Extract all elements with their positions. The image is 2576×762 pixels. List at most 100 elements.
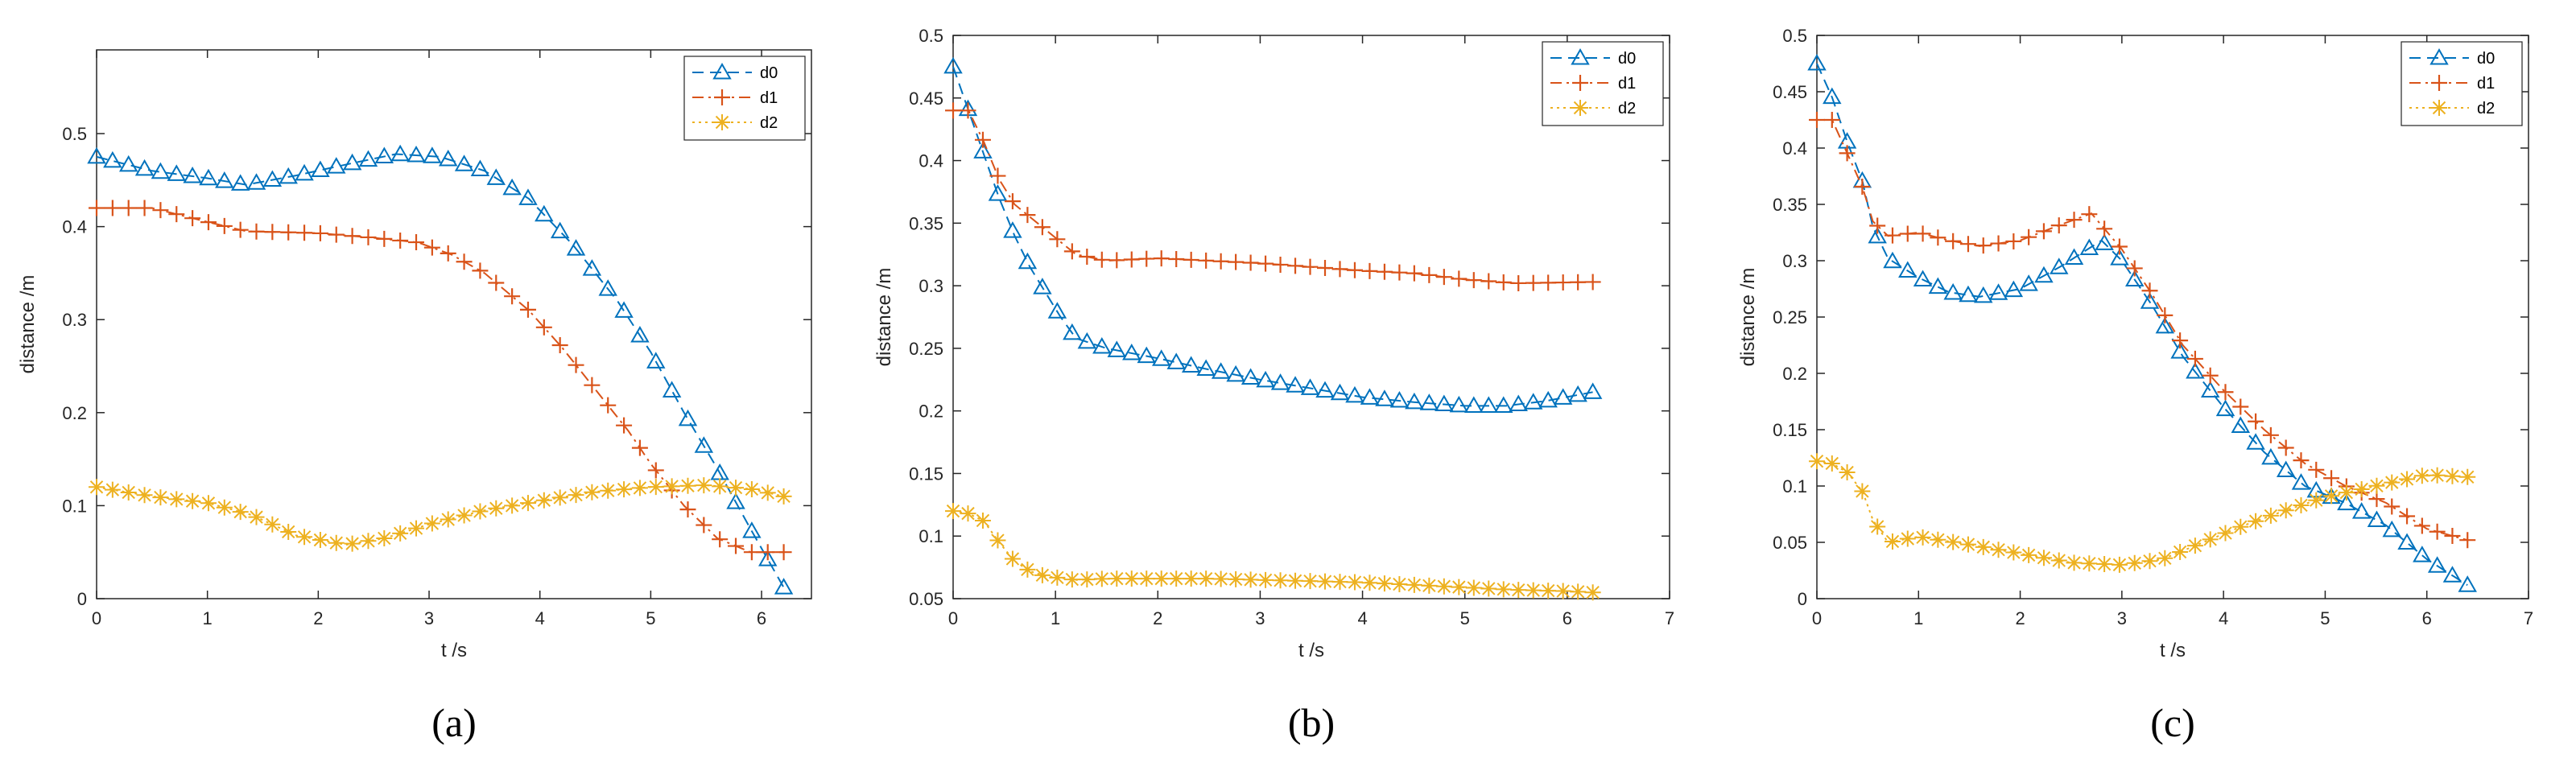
marker-d2-a-0 <box>89 479 105 496</box>
legend-b: d0 d1 d2 <box>1542 41 1664 126</box>
x-axis-label-a: t /s <box>441 640 467 661</box>
marker-d1-c-19 <box>2096 220 2113 237</box>
marker-d0-a-29 <box>550 221 570 239</box>
marker-d0-a-2 <box>118 154 138 172</box>
marker-d0-c-15 <box>2034 266 2054 283</box>
marker-d2-c-7 <box>1914 529 1931 546</box>
marker-d2-c-42 <box>2444 467 2461 484</box>
marker-d1-a-11 <box>264 224 281 241</box>
y-tick-label-a-4: 0.4 <box>62 217 87 237</box>
marker-d0-c-35 <box>2337 493 2356 511</box>
series-d0-a <box>87 144 794 595</box>
x-tick-label-a-2: 2 <box>313 608 323 628</box>
marker-d2-a-37 <box>679 477 696 494</box>
y-tick-label-c-0: 0 <box>1798 589 1807 609</box>
marker-d0-b-37 <box>1494 396 1513 413</box>
marker-d2-b-26 <box>1331 574 1348 591</box>
marker-d2-c-25 <box>2186 538 2203 554</box>
marker-d2-a-25 <box>488 500 505 517</box>
y-tick-label-b-5: 0.3 <box>919 276 943 296</box>
marker-d0-a-37 <box>678 409 698 426</box>
chart-c-svg: 0 1 2 3 4 5 6 7 0 0.05 0.1 0.15 0.2 0.25 0.3 0.35 0.4 0.4… <box>1737 26 2533 745</box>
marker-d2-a-8 <box>216 499 233 516</box>
panel-b: 0 1 2 3 4 5 6 7 0.05 0.1 0.15 0.2 0.25 0.3 0.35 0.4 0.45… <box>858 0 1717 762</box>
marker-d1-a-31 <box>584 377 601 393</box>
caption-b: (b) <box>1288 700 1335 745</box>
marker-d0-a-17 <box>358 150 378 167</box>
y-tick-label-a-1: 0.1 <box>62 496 87 516</box>
marker-d2-b-2 <box>974 512 991 529</box>
y-tick-label-c-6: 0.3 <box>1782 251 1807 271</box>
marker-d2-b-19 <box>1228 570 1245 587</box>
marker-d2-a-43 <box>775 488 792 505</box>
marker-d2-b-28 <box>1361 575 1378 591</box>
series-d1-b <box>945 102 1601 291</box>
marker-d0-b-39 <box>1523 393 1543 410</box>
marker-d2-b-42 <box>1570 583 1587 600</box>
marker-d2-b-34 <box>1451 579 1468 595</box>
marker-d1-b-0 <box>945 102 961 119</box>
marker-d2-a-35 <box>647 479 664 496</box>
marker-d0-a-12 <box>279 167 298 184</box>
marker-d1-a-25 <box>488 274 505 291</box>
marker-d0-b-41 <box>1553 388 1573 405</box>
marker-d1-a-22 <box>440 245 456 262</box>
x-tick-label-c-1: 1 <box>1913 608 1923 628</box>
marker-d2-a-5 <box>168 491 185 508</box>
marker-d2-c-27 <box>2217 525 2234 542</box>
marker-d1-b-23 <box>1287 257 1304 274</box>
marker-d0-c-12 <box>1988 283 2008 300</box>
marker-d0-b-20 <box>1241 368 1261 385</box>
marker-d0-b-29 <box>1375 389 1394 406</box>
marker-d0-c-30 <box>2261 447 2281 465</box>
marker-d1-b-8 <box>1063 243 1080 260</box>
marker-d1-b-33 <box>1435 269 1452 286</box>
marker-d1-c-34 <box>2323 470 2340 487</box>
marker-d2-c-12 <box>1990 542 2007 558</box>
marker-d1-b-32 <box>1421 266 1438 283</box>
marker-d0-b-8 <box>1063 323 1082 340</box>
marker-d0-b-23 <box>1286 376 1305 393</box>
marker-d0-a-23 <box>454 154 474 171</box>
panel-c: 0 1 2 3 4 5 6 7 0 0.05 0.1 0.15 0.2 0.25 0.3 0.35 0.4 0.4… <box>1717 0 2576 762</box>
marker-d2-a-22 <box>440 511 456 528</box>
marker-d0-c-19 <box>2095 233 2114 250</box>
chart-a-svg: 0 1 2 3 4 5 6 0 0.1 0.2 0.3 0.4 0.5 t /s distance /m d0… <box>17 49 812 745</box>
marker-d1-b-34 <box>1451 270 1468 287</box>
marker-d1-b-11 <box>1108 252 1125 269</box>
marker-d1-c-5 <box>1884 227 1901 244</box>
y-tick-label-a-3: 0.3 <box>62 310 87 330</box>
marker-d2-c-2 <box>1839 464 1856 481</box>
marker-d0-b-22 <box>1270 373 1290 390</box>
marker-d2-b-1 <box>960 505 976 522</box>
marker-d1-b-31 <box>1406 265 1422 282</box>
marker-d0-c-27 <box>2215 399 2235 417</box>
marker-d1-c-8 <box>1930 229 1946 246</box>
marker-d0-c-16 <box>2050 257 2069 274</box>
marker-d2-a-14 <box>312 532 328 549</box>
marker-d1-b-30 <box>1391 264 1408 281</box>
marker-d2-a-13 <box>296 529 313 546</box>
marker-d0-b-18 <box>1211 362 1231 379</box>
y-tick-label-c-9: 0.45 <box>1773 82 1807 102</box>
x-tick-label-c-4: 4 <box>2219 608 2228 628</box>
legend-marker-d1-c <box>2431 75 2447 91</box>
marker-d1-c-12 <box>1990 235 2007 252</box>
marker-d0-c-6 <box>1898 261 1918 278</box>
marker-d1-b-5 <box>1019 207 1036 224</box>
series-d2-a <box>89 477 792 552</box>
marker-d2-a-42 <box>759 484 776 501</box>
marker-d1-a-34 <box>631 439 648 456</box>
marker-d1-b-9 <box>1079 249 1096 266</box>
marker-d2-b-14 <box>1153 570 1170 587</box>
marker-d0-a-13 <box>295 163 314 181</box>
marker-d2-b-37 <box>1495 581 1512 598</box>
marker-d1-c-13 <box>2005 233 2022 249</box>
marker-d0-c-0 <box>1807 53 1827 71</box>
marker-d1-b-42 <box>1570 274 1587 290</box>
marker-d2-b-18 <box>1212 570 1229 587</box>
series-d2-c <box>1809 453 2476 573</box>
x-tick-label-b-4: 4 <box>1357 608 1367 628</box>
marker-d2-b-21 <box>1257 571 1274 588</box>
marker-d0-b-4 <box>1003 221 1022 238</box>
